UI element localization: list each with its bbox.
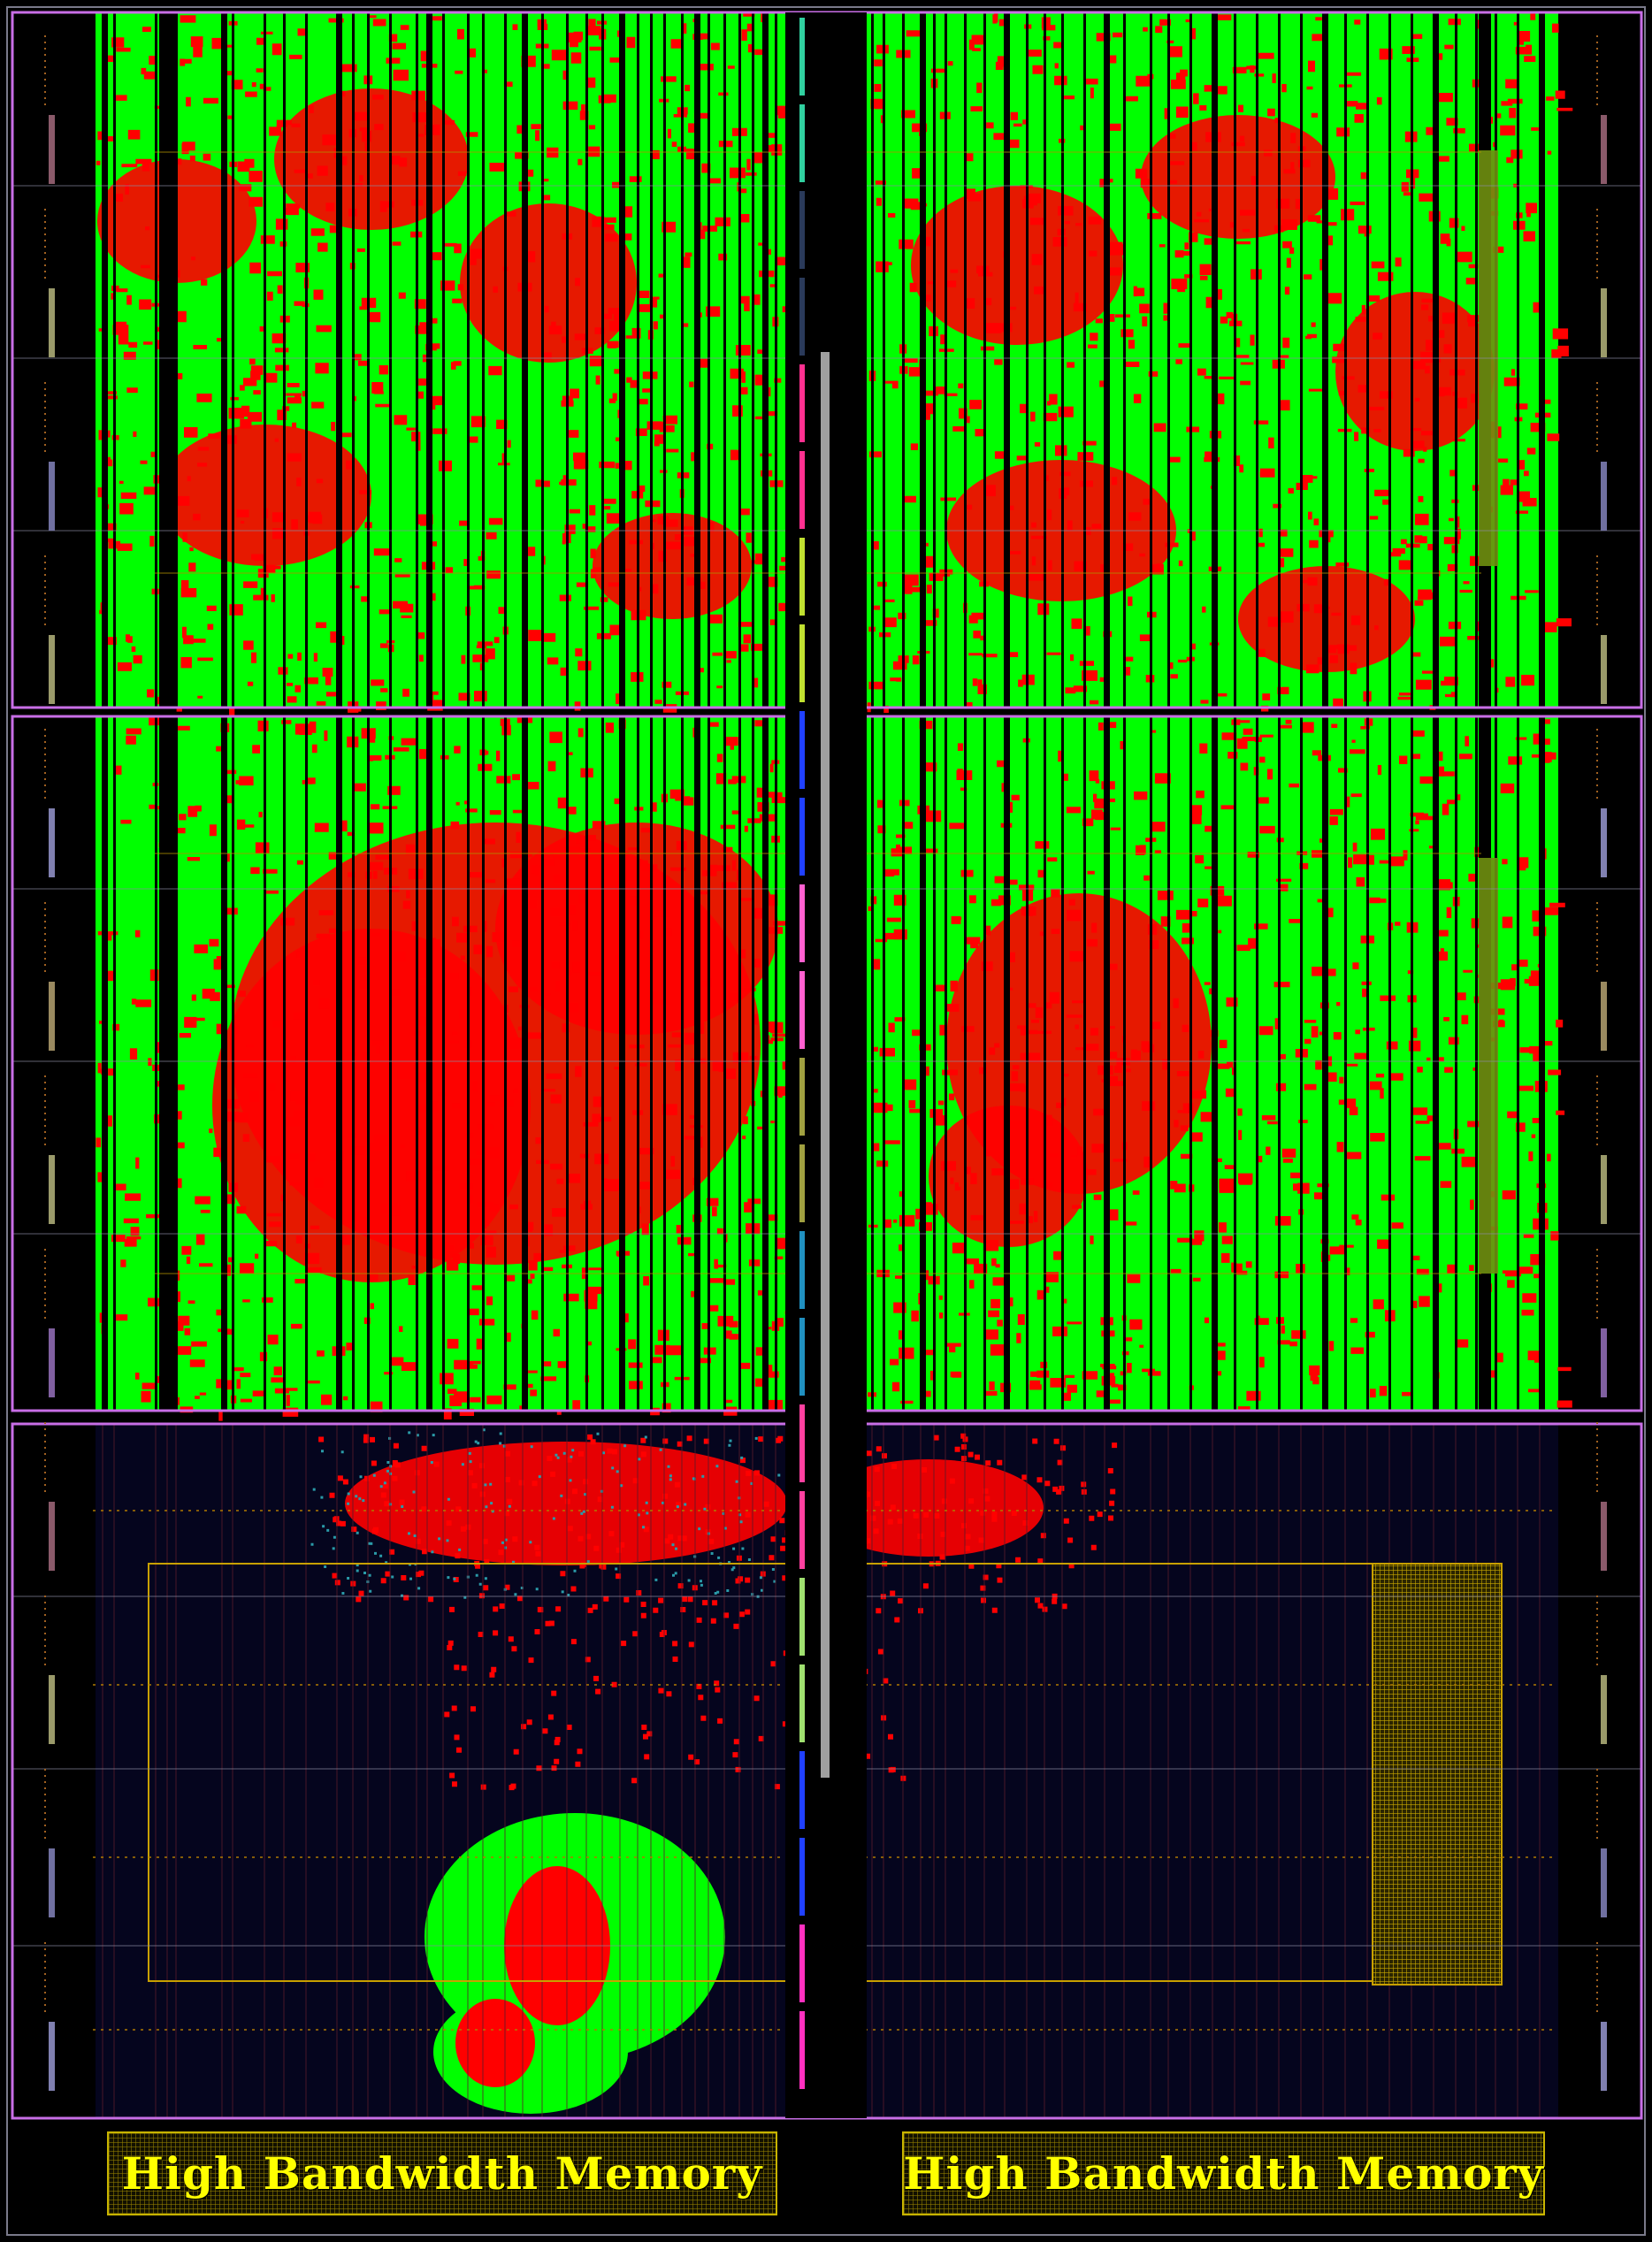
io-bank-icon	[49, 1848, 55, 1917]
congestion-speckle-sparse	[318, 1433, 1118, 1791]
clock-spine-segment	[799, 1318, 805, 1396]
io-bank-icon	[49, 462, 55, 531]
congestion-region	[212, 929, 531, 1282]
clock-spine-segment	[799, 1924, 805, 2002]
hbm-block-left: High Bandwidth Memory	[107, 2131, 777, 2215]
clock-spine-segment	[799, 884, 805, 962]
hbm-label-left: High Bandwidth Memory	[121, 2147, 763, 2200]
clock-spine-segment	[799, 1838, 805, 1916]
io-bank-icon	[49, 288, 55, 357]
io-bank-icon	[49, 808, 55, 877]
clock-spine-segment	[799, 2011, 805, 2089]
io-bank-icon	[49, 1155, 55, 1224]
clock-spine-segment	[799, 191, 805, 269]
io-bank-icon	[1601, 288, 1607, 357]
io-bank-icon	[1601, 808, 1607, 877]
io-bank-icon	[1601, 2022, 1607, 2091]
clock-spine-segment	[799, 624, 805, 702]
congestion-region	[593, 513, 752, 619]
clock-spine-segment	[799, 711, 805, 789]
clock-spine-segment	[799, 538, 805, 616]
io-bank-icon	[49, 1328, 55, 1397]
io-bank-icon	[1601, 982, 1607, 1051]
center-spine	[821, 352, 830, 1778]
congestion-region	[911, 186, 1123, 345]
clock-spine-segment	[799, 451, 805, 529]
congestion-region	[814, 1459, 1044, 1557]
io-bank-icon	[49, 1675, 55, 1744]
clock-spine-segment	[799, 1491, 805, 1569]
hbm-block-right: High Bandwidth Memory	[902, 2131, 1545, 2215]
io-bank-icon	[49, 1502, 55, 1571]
clock-spine-segment	[799, 1058, 805, 1136]
io-bank-icon	[1601, 1155, 1607, 1224]
io-bank-icon	[49, 635, 55, 704]
clock-spine-segment	[799, 18, 805, 96]
io-bank-icon	[1601, 1675, 1607, 1744]
region-bar	[1479, 858, 1498, 1274]
hbm-label-right: High Bandwidth Memory	[903, 2147, 1544, 2200]
io-bank-icon	[1601, 1502, 1607, 1571]
clock-spine-segment	[799, 104, 805, 182]
congestion-region	[455, 1999, 535, 2087]
io-bank-icon	[49, 115, 55, 184]
clock-spine-segment	[799, 1231, 805, 1309]
io-bank-icon	[1601, 462, 1607, 531]
clock-spine-segment	[799, 1578, 805, 1656]
io-bank-icon	[49, 2022, 55, 2091]
clock-spine-segment	[799, 1664, 805, 1742]
clock-spine-segment	[799, 1751, 805, 1829]
clock-spine-segment	[799, 1404, 805, 1482]
clock-spine-segment	[799, 278, 805, 356]
clock-spine-segment	[799, 1144, 805, 1222]
io-bank-icon	[1601, 1328, 1607, 1397]
congestion-region	[274, 88, 469, 230]
io-bank-icon	[1601, 635, 1607, 704]
clock-spine-segment	[799, 798, 805, 876]
clock-spine-segment	[799, 971, 805, 1049]
clock-spine-segment	[799, 364, 805, 442]
io-bank-icon	[1601, 1848, 1607, 1917]
pblock-mesh-region	[1372, 1563, 1503, 1986]
io-bank-icon	[1601, 115, 1607, 184]
io-bank-icon	[49, 982, 55, 1051]
device-outline	[6, 6, 1646, 2236]
